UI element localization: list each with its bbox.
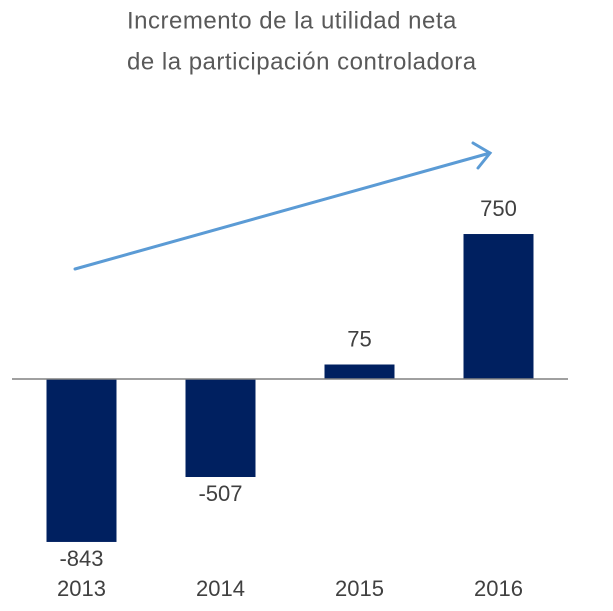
arrow-shaft xyxy=(73,151,492,271)
trend-arrow xyxy=(73,141,493,271)
data-label: -843 xyxy=(59,546,103,571)
arrow-head xyxy=(471,141,493,170)
x-tick-label: 2013 xyxy=(57,576,106,601)
x-tick-label: 2016 xyxy=(474,576,523,601)
data-label: 750 xyxy=(480,196,517,221)
chart-title: Incremento de la utilidad neta xyxy=(127,7,457,34)
x-tick-label: 2015 xyxy=(335,576,384,601)
chart-title: de la participación controladora xyxy=(127,48,477,75)
x-tick-label: 2014 xyxy=(196,576,245,601)
data-label: 75 xyxy=(347,326,371,351)
bar xyxy=(185,379,256,478)
bar xyxy=(324,364,395,379)
data-label: -507 xyxy=(198,481,242,506)
bar xyxy=(463,234,534,379)
bar xyxy=(46,379,117,542)
